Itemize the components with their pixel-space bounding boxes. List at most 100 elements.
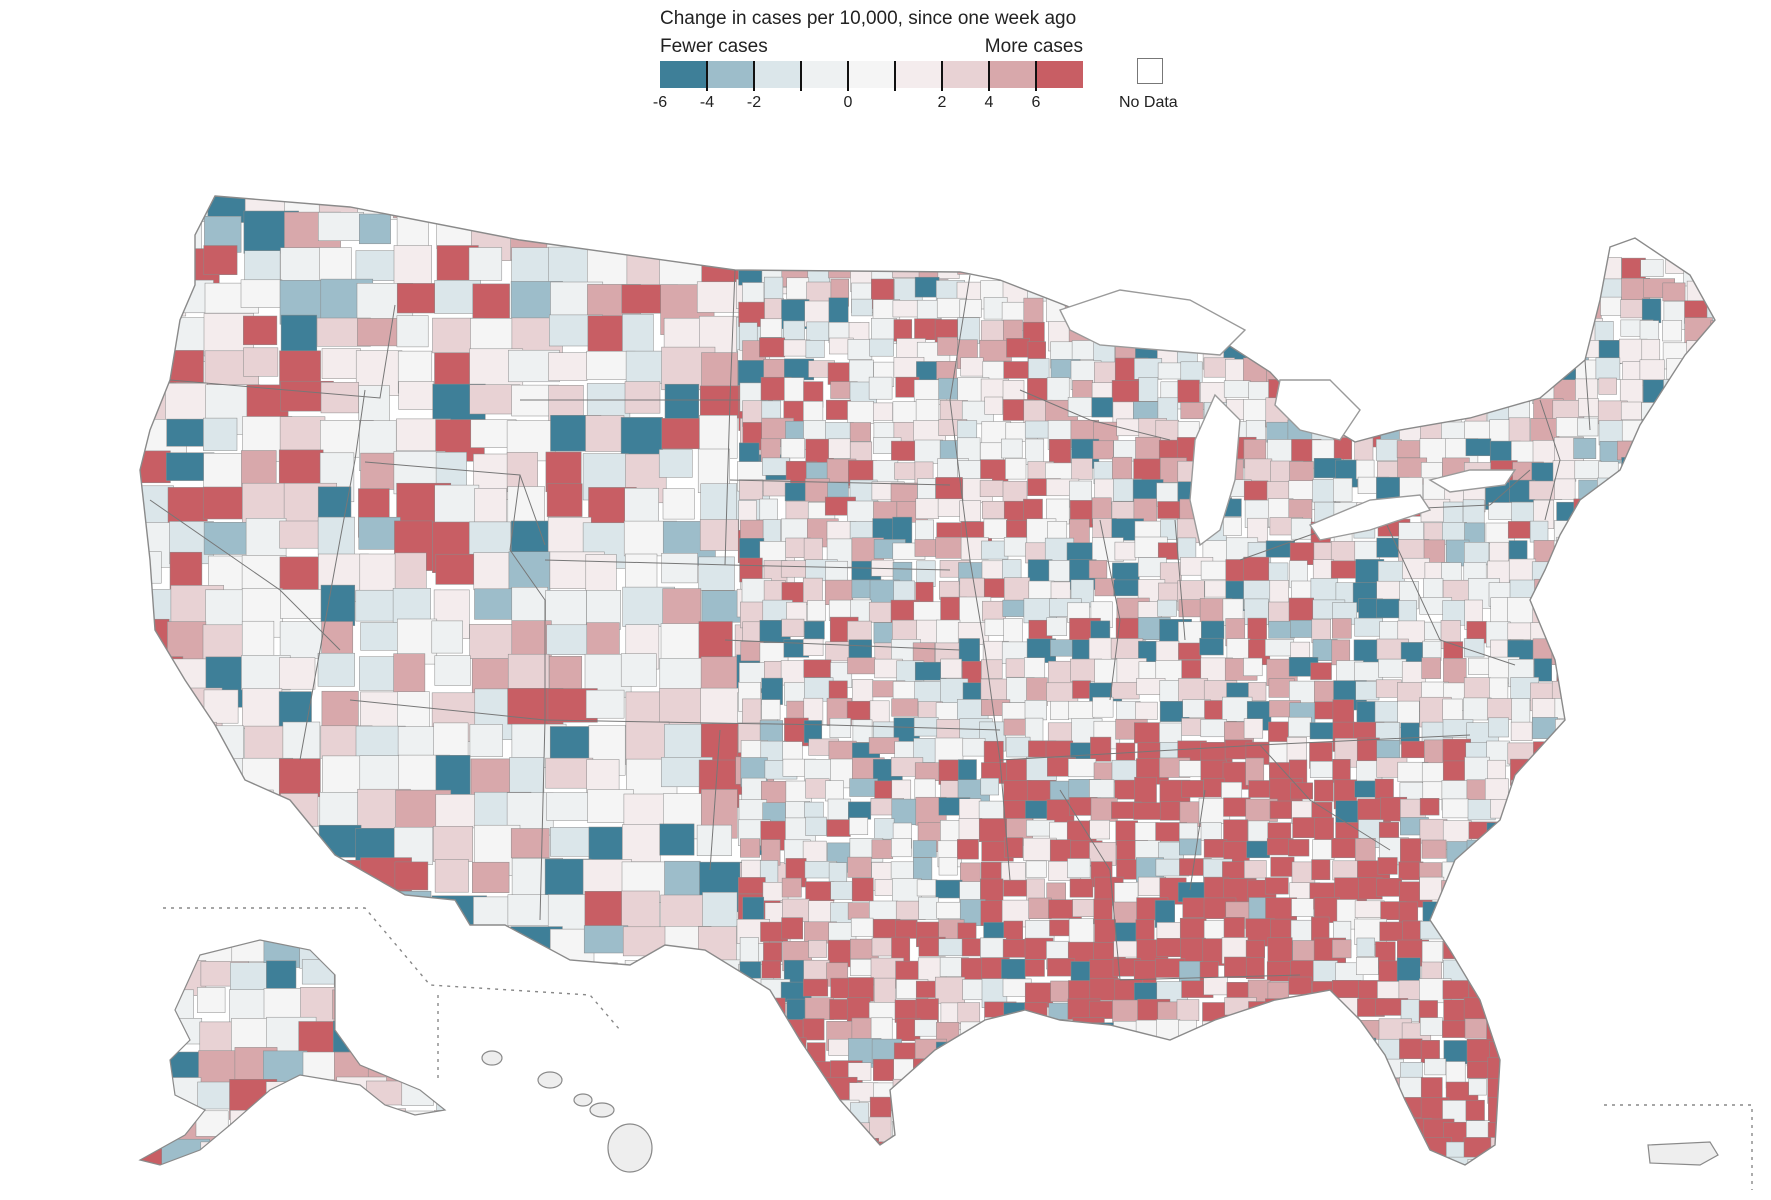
county-cell [1287,1159,1309,1165]
county-cell [1176,999,1200,1021]
county-cell [1309,761,1336,778]
county-cells-contiguous [140,196,1761,1165]
county-cell [1465,1099,1485,1121]
county-cell [1270,856,1295,877]
county-cell [1510,758,1533,786]
county-cell [700,385,743,419]
county-cell [140,928,169,962]
county-cell [208,725,244,761]
county-cell [1620,1082,1650,1113]
county-cell [1708,420,1715,445]
county-cell [1509,279,1531,310]
county-cell [1245,957,1265,979]
county-cell [1490,278,1517,309]
county-cell [1159,1119,1178,1140]
county-cell [894,1099,916,1127]
county-cell [1666,881,1692,908]
county-cell [508,196,556,214]
county-cell [1072,1017,1105,1036]
county-cell [739,937,759,964]
county-cell [1114,1137,1134,1158]
county-cell [957,839,979,860]
county-cell [140,1107,177,1148]
county-cell [1686,560,1707,586]
county-cell [1685,656,1715,683]
county-cell [1421,839,1447,859]
county-cell [960,357,984,377]
county-cell [1533,1077,1557,1101]
county-cell [1023,297,1044,326]
county-cell [1177,537,1197,561]
county-cell [1354,900,1385,918]
county-cell [1048,1038,1067,1068]
county-cell [939,1122,966,1151]
legend-swatch [707,61,754,88]
county-cell [1638,998,1662,1027]
county-cell [1710,1039,1715,1060]
county-cell [736,1041,766,1064]
county-cell [1577,601,1597,620]
county-cell [1050,1079,1069,1102]
county-cell [433,940,445,963]
county-cell [1269,300,1296,322]
county-cell [1134,822,1159,843]
county-cell [1422,397,1446,427]
county-cell [738,1095,794,1148]
county-cell [624,960,667,1000]
county-cell [1732,761,1761,782]
county-cell [1532,341,1556,369]
county-cell [1291,898,1314,917]
county-cell [546,792,595,821]
county-cell [1575,579,1597,610]
county-cell [1488,300,1517,323]
county-cell [1554,622,1583,645]
county-cell [1642,619,1672,647]
county-cell [1157,599,1177,617]
county-cell [585,689,625,719]
county-cell [1595,1100,1622,1121]
county-cell [469,964,512,1009]
county-cell [1597,639,1630,663]
county-cell [1220,1141,1247,1165]
county-cell [1330,541,1356,564]
county-cell [169,551,203,590]
county-cell [1599,997,1626,1022]
county-cell [1000,1042,1034,1068]
county-cell [825,780,844,802]
county-cell [1729,1002,1761,1031]
county-cell [1268,1060,1293,1086]
county-cell [550,963,603,999]
county-cell [868,376,893,400]
county-cell [1665,1058,1689,1082]
county-cell [761,960,781,979]
county-cell [1024,1057,1046,1086]
county-cell [1376,598,1400,619]
county-cell [471,196,514,213]
county-cell [1464,542,1490,566]
county-cell [1732,1100,1752,1121]
county-cell [1706,756,1715,774]
county-cell [166,418,210,447]
county-cell [1533,658,1552,682]
county-cell [1599,740,1619,759]
county-cell [1379,1102,1408,1124]
county-cell [1159,801,1181,821]
county-cell [1200,822,1222,841]
county-cell [1332,939,1352,959]
county-cell [915,399,940,424]
county-cell [434,963,478,1002]
county-cell [1028,897,1052,919]
county-cell [1662,282,1686,302]
county-cell [140,1047,160,1074]
county-cell [1553,261,1587,280]
county-cell [803,537,823,561]
county-cell [1709,680,1715,704]
county-cell [1552,357,1579,383]
county-cell [1353,1079,1373,1101]
county-cell [984,1097,1005,1117]
county-cell [1288,597,1314,624]
county-cell [265,1081,313,1110]
county-cell [1314,1137,1338,1161]
county-cell [1511,779,1537,808]
county-cell [140,827,168,871]
